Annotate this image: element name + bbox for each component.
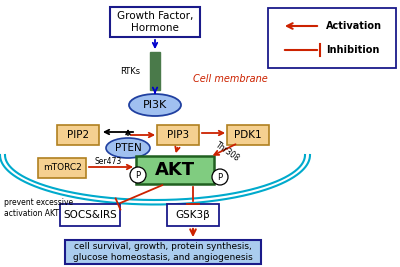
FancyBboxPatch shape xyxy=(57,125,99,145)
Text: mTORC2: mTORC2 xyxy=(43,163,81,172)
FancyBboxPatch shape xyxy=(150,52,160,90)
Text: Cell membrane: Cell membrane xyxy=(193,74,267,84)
Text: SOCS&IRS: SOCS&IRS xyxy=(63,210,117,220)
Text: PI3K: PI3K xyxy=(143,100,167,110)
Text: prevent excessive
activation AKT: prevent excessive activation AKT xyxy=(4,198,73,218)
Text: Thr308: Thr308 xyxy=(214,140,242,163)
FancyBboxPatch shape xyxy=(157,125,199,145)
Text: PTEN: PTEN xyxy=(115,143,141,153)
FancyBboxPatch shape xyxy=(227,125,269,145)
Text: Growth Factor,
Hormone: Growth Factor, Hormone xyxy=(117,11,193,33)
Text: cell survival, growth, protein synthesis,
glucose homeostasis, and angiogenesis: cell survival, growth, protein synthesis… xyxy=(73,242,253,262)
Circle shape xyxy=(212,169,228,185)
Circle shape xyxy=(130,167,146,183)
FancyBboxPatch shape xyxy=(65,240,261,264)
FancyBboxPatch shape xyxy=(136,156,214,184)
FancyBboxPatch shape xyxy=(167,204,219,226)
Text: PIP2: PIP2 xyxy=(67,130,89,140)
FancyBboxPatch shape xyxy=(268,8,396,68)
Ellipse shape xyxy=(129,94,181,116)
FancyBboxPatch shape xyxy=(60,204,120,226)
Text: PDK1: PDK1 xyxy=(234,130,262,140)
FancyBboxPatch shape xyxy=(38,158,86,178)
Text: Inhibition: Inhibition xyxy=(326,45,379,55)
FancyBboxPatch shape xyxy=(110,7,200,37)
Text: Ser473: Ser473 xyxy=(94,158,122,167)
Text: PIP3: PIP3 xyxy=(167,130,189,140)
Text: P: P xyxy=(218,172,222,182)
Text: GSK3β: GSK3β xyxy=(176,210,210,220)
Text: Activation: Activation xyxy=(326,21,382,31)
Ellipse shape xyxy=(106,138,150,158)
Text: P: P xyxy=(136,171,140,179)
Text: RTKs: RTKs xyxy=(120,68,140,77)
Text: AKT: AKT xyxy=(155,161,195,179)
